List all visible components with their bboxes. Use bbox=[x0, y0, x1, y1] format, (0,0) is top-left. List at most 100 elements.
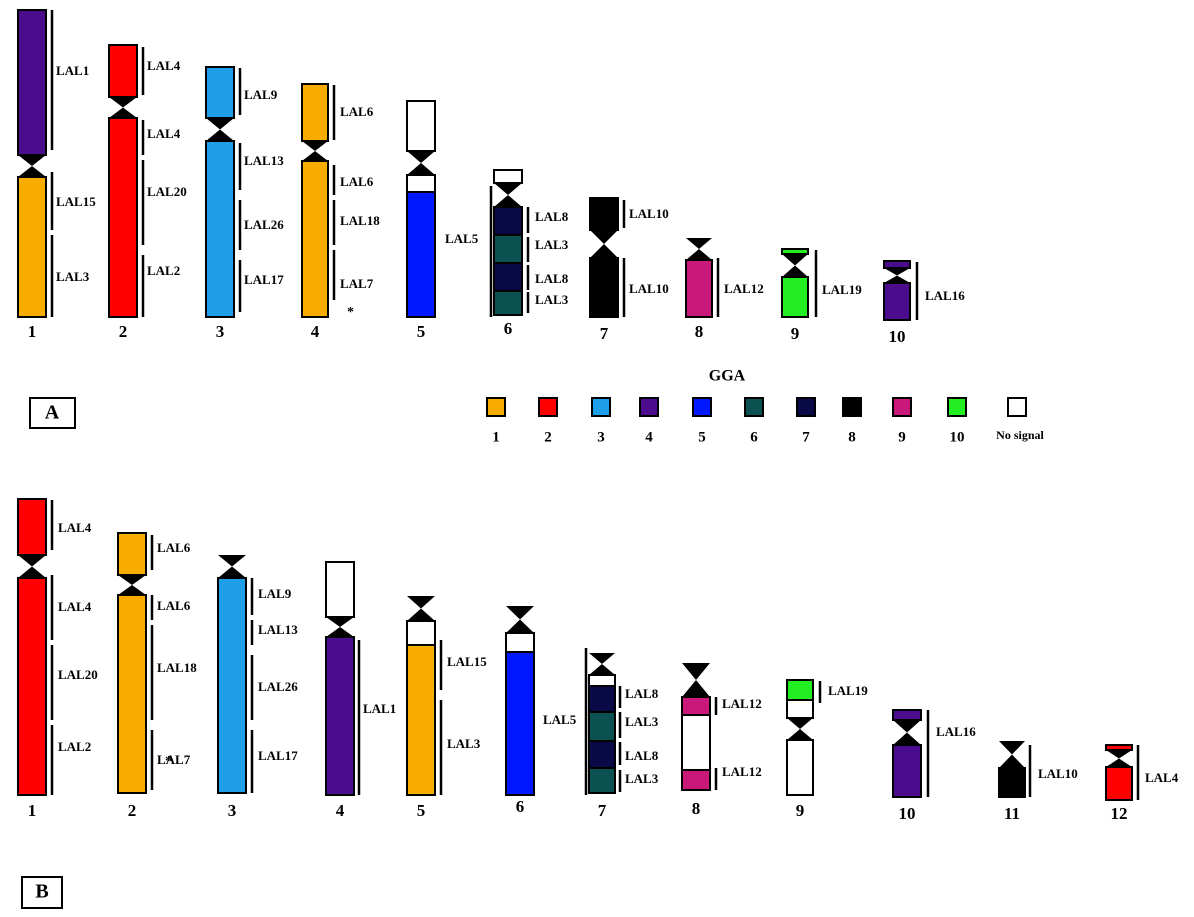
legend-swatch bbox=[1008, 398, 1026, 416]
chromosome-segment bbox=[506, 652, 534, 795]
chromosome-segment bbox=[218, 578, 246, 793]
band-label: LAL2 bbox=[58, 739, 91, 754]
band-label: LAL12 bbox=[722, 696, 762, 711]
chromosome-segment bbox=[590, 258, 618, 317]
chromosome-segment bbox=[18, 10, 46, 155]
legend-label: 10 bbox=[950, 429, 965, 445]
chromosome-segment bbox=[589, 675, 615, 686]
band-label: LAL4 bbox=[147, 126, 181, 141]
chromosome-segment bbox=[506, 633, 534, 652]
chromosome-segment bbox=[782, 277, 808, 317]
chromosome-segment bbox=[18, 499, 46, 555]
centromere bbox=[18, 567, 46, 579]
centromere bbox=[1106, 750, 1132, 759]
band-label: LAL3 bbox=[535, 237, 569, 252]
centromere bbox=[589, 653, 615, 664]
centromere bbox=[407, 163, 435, 175]
chromosome-segment bbox=[494, 207, 522, 235]
centromere bbox=[893, 720, 921, 733]
chromosome-number: 3 bbox=[216, 322, 225, 341]
band-label: LAL6 bbox=[157, 540, 191, 555]
band-label: LAL26 bbox=[244, 217, 284, 232]
chromosome-segment bbox=[884, 283, 910, 320]
centromere bbox=[407, 596, 435, 609]
chromosome-number: 1 bbox=[28, 801, 37, 820]
chromosome-segment bbox=[787, 700, 813, 718]
chromosome-segment bbox=[682, 770, 710, 790]
chromosome-number: 5 bbox=[417, 322, 426, 341]
chromosome-number: 2 bbox=[119, 322, 128, 341]
chromosome-segment bbox=[1106, 745, 1132, 750]
band-label: LAL4 bbox=[58, 520, 92, 535]
legend-swatch bbox=[843, 398, 861, 416]
legend-swatch bbox=[948, 398, 966, 416]
chromosome-segment bbox=[326, 637, 354, 795]
centromere bbox=[1106, 759, 1132, 768]
band-label: LAL3 bbox=[625, 771, 659, 786]
chromosome-segment bbox=[326, 562, 354, 617]
centromere bbox=[218, 567, 246, 579]
band-label: LAL18 bbox=[340, 213, 380, 228]
centromere bbox=[686, 238, 712, 249]
chromosome-number: 11 bbox=[1004, 804, 1020, 823]
chromosome-segment bbox=[589, 741, 615, 768]
band-label: LAL4 bbox=[147, 58, 181, 73]
centromere bbox=[326, 627, 354, 637]
centromere bbox=[109, 108, 137, 119]
chromosome-segment bbox=[682, 697, 710, 715]
centromere bbox=[407, 609, 435, 622]
chromosome-segment bbox=[407, 192, 435, 317]
band-label: LAL19 bbox=[822, 282, 862, 297]
band-label: LAL1 bbox=[56, 63, 89, 78]
chromosome-segment bbox=[302, 161, 328, 317]
centromere bbox=[787, 729, 813, 740]
legend-swatch bbox=[693, 398, 711, 416]
centromere bbox=[782, 266, 808, 278]
legend-label: 5 bbox=[698, 429, 706, 445]
centromere bbox=[686, 249, 712, 260]
band-label: LAL15 bbox=[56, 194, 96, 209]
chromosome-segment bbox=[407, 101, 435, 151]
note: * bbox=[165, 754, 172, 769]
centromere bbox=[589, 664, 615, 675]
band-label: LAL19 bbox=[828, 683, 868, 698]
centromere bbox=[302, 151, 328, 161]
chromosome-segment bbox=[782, 249, 808, 254]
chromosome-number: 4 bbox=[336, 801, 345, 820]
band-label: LAL2 bbox=[147, 263, 180, 278]
chromosome-number: 2 bbox=[128, 801, 137, 820]
chromosome-segment bbox=[109, 118, 137, 317]
band-label: LAL7 bbox=[340, 276, 374, 291]
chromosome-segment bbox=[407, 621, 435, 645]
legend-swatch bbox=[893, 398, 911, 416]
centromere bbox=[506, 606, 534, 620]
chromosome-segment bbox=[494, 235, 522, 263]
centromere bbox=[893, 733, 921, 746]
band-label: LAL4 bbox=[1145, 770, 1179, 785]
chromosome-number: 12 bbox=[1111, 804, 1128, 823]
centromere bbox=[118, 585, 146, 595]
chromosome-segment bbox=[206, 141, 234, 317]
chromosome-segment bbox=[686, 260, 712, 317]
legend-swatch bbox=[745, 398, 763, 416]
centromere bbox=[884, 276, 910, 284]
chromosome-segment bbox=[118, 595, 146, 793]
centromere bbox=[206, 130, 234, 142]
band-label: LAL10 bbox=[629, 281, 669, 296]
centromere bbox=[407, 151, 435, 163]
legend-label: 2 bbox=[544, 429, 552, 445]
centromere bbox=[999, 741, 1025, 755]
centromere bbox=[18, 155, 46, 166]
panel-label: A bbox=[45, 402, 60, 424]
band-label: LAL13 bbox=[258, 622, 298, 637]
centromere bbox=[682, 680, 710, 697]
band-label: LAL9 bbox=[244, 87, 278, 102]
legend-swatch bbox=[592, 398, 610, 416]
band-label: LAL7 bbox=[157, 752, 191, 767]
chromosome-segment bbox=[494, 170, 522, 183]
chromosome-number: 8 bbox=[695, 322, 704, 341]
chromosome-segment bbox=[1106, 767, 1132, 800]
chromosome-segment bbox=[589, 686, 615, 712]
chromosome-number: 5 bbox=[417, 801, 426, 820]
centromere bbox=[590, 244, 618, 258]
